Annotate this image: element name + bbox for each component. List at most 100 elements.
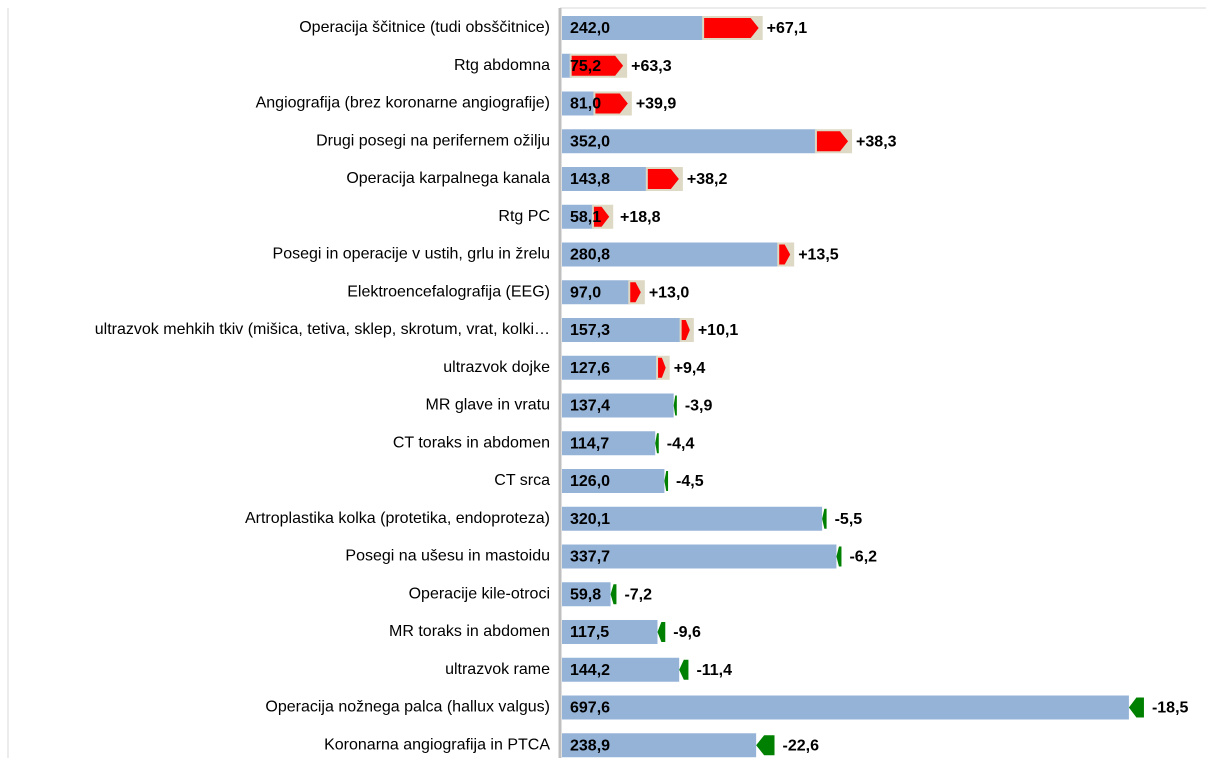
change-label: +13,5 [798,247,839,264]
delta-arrow [836,546,842,567]
value-label: 242,0 [570,20,610,37]
category-label: Rtg abdomna [454,57,550,74]
value-label: 97,0 [570,284,601,301]
change-label: -3,9 [685,398,713,415]
value-label: 59,8 [570,586,601,603]
category-label: Elektroencefalografija (EEG) [347,283,550,300]
category-label: Operacija karpalnega kanala [346,170,550,187]
delta-arrow [610,584,617,605]
bar [562,167,648,191]
bar [562,695,1129,720]
bar [562,355,659,380]
value-label: 143,8 [570,171,610,188]
change-label: -18,5 [1152,700,1189,717]
category-label: MR toraks in abdomen [389,623,550,640]
bar [562,657,680,682]
bar [562,393,674,418]
category-label: Artroplastika kolka (protetika, endoprot… [245,510,550,527]
change-label: +38,2 [687,171,728,188]
change-label: +9,4 [674,360,706,377]
bar [562,582,611,607]
delta-arrow [630,282,641,303]
delta-arrow [657,622,666,642]
change-label: -6,2 [849,549,877,566]
delta-arrow [679,659,689,680]
change-label: -22,6 [783,737,820,754]
category-label: Rtg PC [498,208,550,225]
change-label: -9,6 [673,624,701,641]
delta-arrow [779,244,791,265]
bar [562,280,631,305]
delta-arrow [655,433,659,454]
value-label: 337,7 [570,549,610,566]
category-label: CT srca [494,472,550,489]
bar [562,620,658,644]
delta-arrow [571,55,624,76]
delta-arrow [822,508,827,529]
value-label: 58,1 [570,209,601,226]
bar [562,733,757,758]
value-label: 144,2 [570,662,610,679]
delta-arrow [658,357,666,378]
category-label: Operacije kile-otroci [409,585,550,602]
delta-arrow [595,93,628,114]
category-label: Operacija nožnega palca (hallux valgus) [265,699,550,716]
change-label: -4,4 [667,435,695,452]
value-label: 114,7 [570,435,609,452]
value-label: 320,1 [570,511,610,528]
value-label: 697,6 [570,700,610,717]
category-label: MR glave in vratu [426,397,551,414]
bar [562,16,705,40]
value-label: 280,8 [570,247,610,264]
category-label: Angiografija (brez koronarne angiografij… [256,95,550,112]
change-label: +39,9 [636,96,677,113]
change-label: -11,4 [696,662,732,679]
value-label: 352,0 [570,133,610,150]
change-label: -5,5 [835,511,863,528]
value-label: 117,5 [570,624,609,641]
category-label: Posegi in operacije v ustih, grlu in žre… [273,246,550,263]
category-label: Koronarna angiografija in PTCA [324,736,550,753]
change-label: -4,5 [676,473,704,490]
value-label: 157,3 [570,322,610,339]
change-label: +38,3 [856,133,897,150]
category-label: Operacija ščitnice (tudi obsščitnice) [299,19,550,36]
bar [562,242,780,267]
bar [562,318,682,342]
category-label: ultrazvok dojke [443,359,550,376]
change-label: +13,0 [649,284,690,301]
delta-arrow [664,471,669,491]
change-label: +67,1 [767,20,808,37]
change-label: +18,8 [620,209,661,226]
bar [562,53,572,78]
change-label: -7,2 [624,586,652,603]
bar [562,204,594,229]
bar [562,91,596,116]
delta-arrow [673,395,677,416]
delta-arrow [756,735,775,756]
value-label: 81,0 [570,96,601,113]
delta-arrow [593,206,610,227]
bar [562,506,823,531]
delta-arrow [647,169,679,189]
category-label: Posegi na ušesu in mastoidu [345,548,550,565]
bar [562,544,837,569]
category-label: ultrazvok mehkih tkiv (mišica, tetiva, s… [95,321,550,338]
value-label: 137,4 [570,398,610,415]
value-label: 126,0 [570,473,610,490]
value-label: 127,6 [570,360,610,377]
delta-arrow [681,320,690,340]
category-label: Drugi posegi na perifernem ožilju [316,132,550,149]
change-label: +10,1 [698,322,739,339]
value-label: 238,9 [570,737,610,754]
delta-arrow [704,18,759,38]
bar [562,431,656,456]
delta-arrow [1128,697,1144,718]
bar [562,469,665,493]
bar [562,129,817,154]
delta-arrow [816,131,849,152]
category-label: ultrazvok rame [445,661,550,678]
value-label: 75,2 [570,58,601,75]
category-label: CT toraks in abdomen [393,434,550,451]
